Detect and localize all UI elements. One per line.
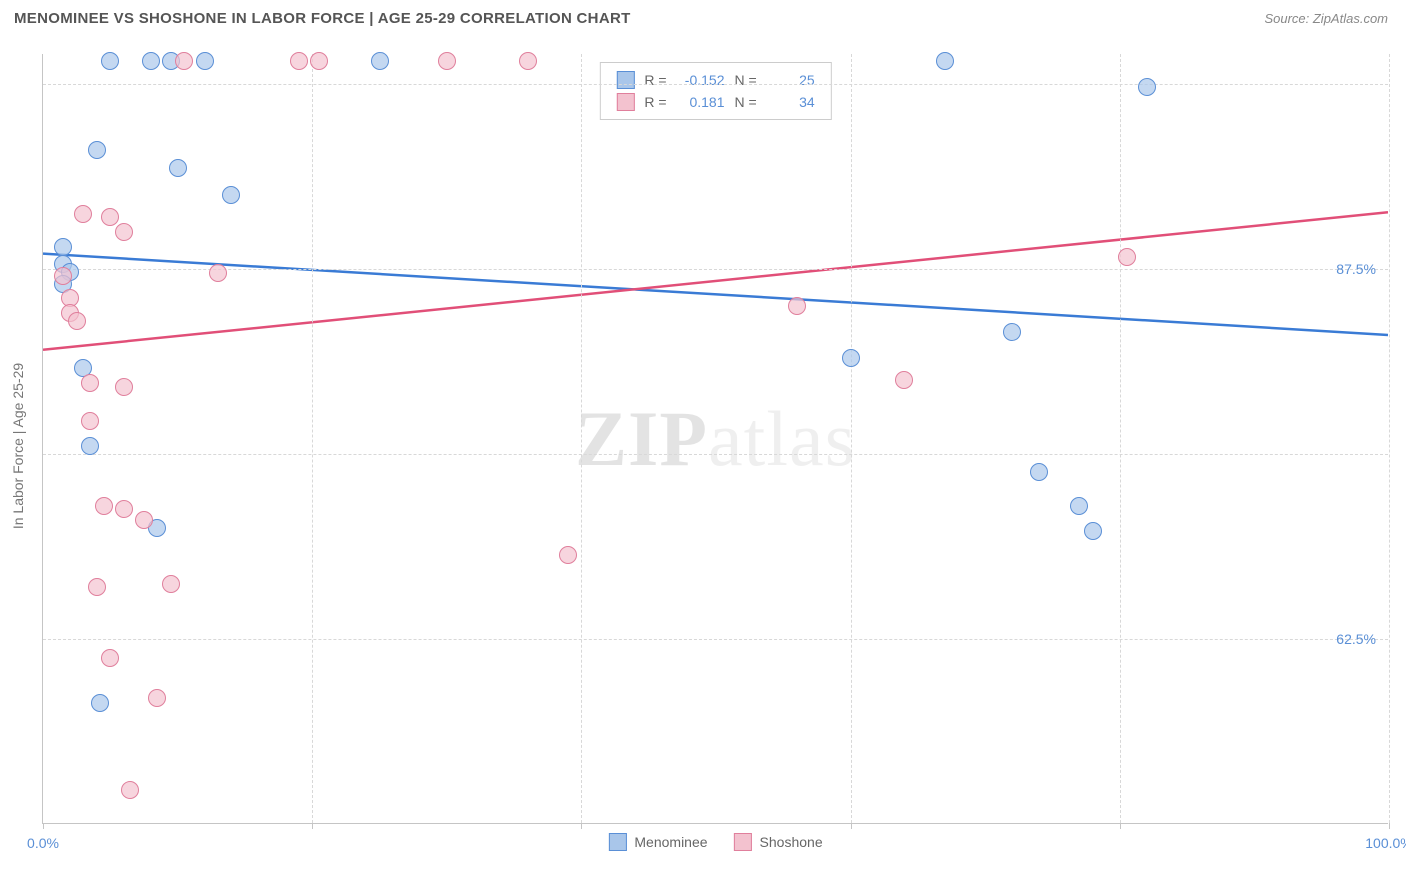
watermark: ZIPatlas (575, 394, 856, 484)
legend-correlation-row: R =-0.152 N =25 (616, 69, 814, 91)
scatter-point (559, 546, 577, 564)
scatter-point (842, 349, 860, 367)
scatter-point (175, 52, 193, 70)
watermark-light: atlas (708, 395, 856, 482)
n-stat: N =34 (735, 94, 815, 110)
legend-swatch (734, 833, 752, 851)
x-tick-mark (851, 823, 852, 829)
scatter-point (519, 52, 537, 70)
legend-series-item: Menominee (608, 833, 707, 851)
scatter-point (101, 52, 119, 70)
scatter-point (148, 689, 166, 707)
title-bar: MENOMINEE VS SHOSHONE IN LABOR FORCE | A… (0, 0, 1406, 37)
gridline-horizontal (43, 639, 1388, 640)
scatter-point (169, 159, 187, 177)
watermark-bold: ZIP (575, 395, 708, 482)
scatter-point (1030, 463, 1048, 481)
plot-area: ZIPatlas R =-0.152N =25R =0.181N =34 Men… (42, 54, 1388, 824)
source-label: Source: ZipAtlas.com (1264, 11, 1388, 26)
trend-line (43, 254, 1388, 335)
trend-lines-svg (43, 54, 1388, 823)
r-stat: R =0.181 (644, 94, 724, 110)
scatter-point (142, 52, 160, 70)
scatter-point (895, 371, 913, 389)
gridline-horizontal (43, 269, 1388, 270)
scatter-point (95, 497, 113, 515)
y-axis-label: In Labor Force | Age 25-29 (10, 363, 26, 529)
scatter-point (310, 52, 328, 70)
legend-correlation-row: R =0.181 N =34 (616, 91, 814, 113)
scatter-point (88, 141, 106, 159)
scatter-point (91, 694, 109, 712)
scatter-point (68, 312, 86, 330)
scatter-point (196, 52, 214, 70)
gridline-horizontal (43, 454, 1388, 455)
scatter-point (54, 238, 72, 256)
scatter-point (1118, 248, 1136, 266)
x-tick-label: 100.0% (1365, 835, 1406, 851)
gridline-horizontal (43, 84, 1388, 85)
scatter-point (936, 52, 954, 70)
scatter-point (81, 412, 99, 430)
chart-title: MENOMINEE VS SHOSHONE IN LABOR FORCE | A… (14, 10, 631, 27)
scatter-point (1084, 522, 1102, 540)
x-tick-mark (581, 823, 582, 829)
scatter-point (54, 267, 72, 285)
legend-swatch (616, 93, 634, 111)
gridline-vertical (1389, 54, 1390, 823)
legend-series-label: Menominee (634, 834, 707, 850)
scatter-point (788, 297, 806, 315)
scatter-point (81, 374, 99, 392)
gridline-vertical (851, 54, 852, 823)
scatter-point (1003, 323, 1021, 341)
scatter-point (115, 500, 133, 518)
legend-swatch (608, 833, 626, 851)
scatter-point (1070, 497, 1088, 515)
scatter-point (135, 511, 153, 529)
gridline-vertical (1120, 54, 1121, 823)
chart-container: MENOMINEE VS SHOSHONE IN LABOR FORCE | A… (0, 0, 1406, 892)
legend-series-label: Shoshone (760, 834, 823, 850)
x-tick-mark (1120, 823, 1121, 829)
scatter-point (290, 52, 308, 70)
scatter-point (1138, 78, 1156, 96)
scatter-point (438, 52, 456, 70)
scatter-point (121, 781, 139, 799)
r-stat: R =-0.152 (644, 72, 724, 88)
scatter-point (209, 264, 227, 282)
scatter-point (115, 378, 133, 396)
scatter-point (162, 575, 180, 593)
scatter-point (115, 223, 133, 241)
legend-series-item: Shoshone (734, 833, 823, 851)
scatter-point (222, 186, 240, 204)
legend-swatch (616, 71, 634, 89)
scatter-point (371, 52, 389, 70)
n-stat: N =25 (735, 72, 815, 88)
x-tick-mark (43, 823, 44, 829)
x-tick-mark (1389, 823, 1390, 829)
legend-series: Menominee Shoshone (608, 833, 822, 851)
scatter-point (101, 208, 119, 226)
gridline-vertical (581, 54, 582, 823)
x-tick-mark (312, 823, 313, 829)
scatter-point (81, 437, 99, 455)
y-tick-label: 87.5% (1336, 261, 1376, 277)
y-tick-label: 62.5% (1336, 631, 1376, 647)
trend-line (43, 212, 1388, 350)
scatter-point (101, 649, 119, 667)
scatter-point (88, 578, 106, 596)
legend-correlation-box: R =-0.152 N =25 R =0.181 N =34 (599, 62, 831, 120)
gridline-vertical (312, 54, 313, 823)
x-tick-label: 0.0% (27, 835, 59, 851)
scatter-point (74, 205, 92, 223)
